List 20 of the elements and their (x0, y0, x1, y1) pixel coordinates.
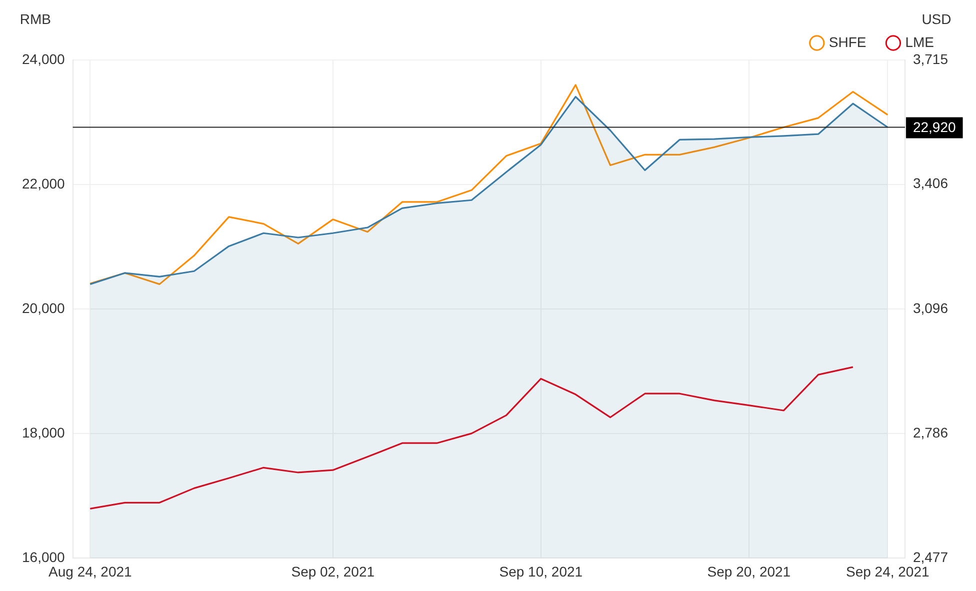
y2-axis-title: USD (922, 10, 952, 27)
x-tick-label: Sep 20, 2021 (707, 563, 791, 580)
x-tick-label: Sep 24, 2021 (846, 563, 930, 580)
y-tick-label: 20,000 (22, 300, 66, 316)
legend-label: LME (905, 34, 934, 50)
y2-tick-label: 2,786 (912, 424, 948, 441)
y2-tick-label: 2,477 (912, 549, 948, 566)
y2-tick-label: 3,715 (912, 50, 948, 67)
y2-tick-label: 3,406 (912, 175, 948, 192)
y-tick-label: 22,000 (22, 175, 66, 192)
y2-tick-label: 3,096 (912, 300, 948, 316)
x-tick-label: Sep 02, 2021 (291, 563, 375, 580)
x-tick-label: Sep 10, 2021 (499, 563, 583, 580)
y-axis-title: RMB (20, 10, 51, 27)
y-tick-label: 16,000 (22, 549, 66, 566)
x-tick-label: Aug 24, 2021 (48, 563, 132, 580)
y-tick-label: 18,000 (22, 424, 66, 441)
y-tick-label: 24,000 (22, 50, 66, 67)
ref-line-label: 22,920 (912, 119, 956, 136)
legend-label: SHFE (828, 34, 866, 50)
